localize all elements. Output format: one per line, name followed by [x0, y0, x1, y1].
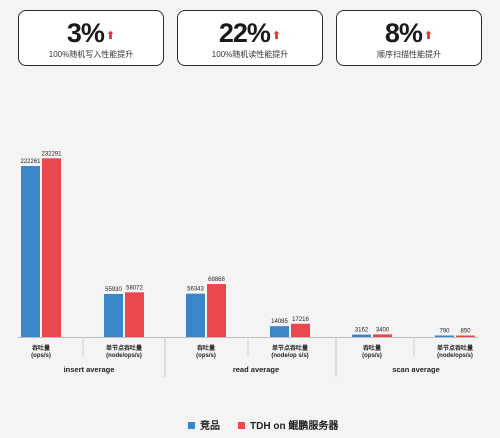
category-label-unit: (ops/s) [196, 353, 216, 359]
bar-competitor [270, 326, 289, 337]
bar-competitor [435, 335, 454, 337]
data-label: 3162 [355, 328, 369, 334]
bar-competitor [21, 166, 40, 337]
bar-competitor [104, 293, 123, 337]
group-label: scan average [392, 365, 440, 374]
data-label: 68868 [208, 277, 225, 283]
category-label: 单节点吞吐量 [272, 344, 308, 352]
data-label: 58072 [126, 285, 143, 291]
category-label-unit: (ops/s) [362, 353, 382, 359]
group-label: insert average [64, 365, 115, 374]
category-label: 单节点吞吐量 [437, 344, 473, 352]
bar-tdh [42, 158, 61, 337]
data-label: 850 [460, 329, 471, 335]
bar-tdh [207, 284, 226, 337]
data-label: 14085 [271, 319, 288, 325]
category-label: 吞吐量 [363, 344, 381, 352]
bar-tdh [456, 335, 475, 337]
data-label: 3400 [376, 327, 390, 333]
group-label: read average [233, 365, 279, 374]
stat-label: 100%随机写入性能提升 [48, 50, 134, 59]
category-label-unit: (ops/s) [31, 353, 51, 359]
legend-swatch [188, 422, 195, 429]
legend-swatch [238, 422, 245, 429]
bar-tdh [125, 292, 144, 337]
arrow-up-icon: ⬆ [271, 30, 282, 42]
data-label: 55930 [105, 287, 122, 293]
stat-label: 顺序扫描性能提升 [377, 50, 441, 59]
stat-value: 22% ⬆ [218, 18, 282, 48]
arrow-up-icon: ⬆ [105, 30, 116, 42]
data-label: 56343 [187, 287, 204, 293]
bar-competitor [352, 334, 371, 337]
category-label: 单节点吞吐量 [106, 344, 142, 352]
data-label: 17216 [292, 317, 309, 323]
category-label: 吞吐量 [32, 344, 50, 352]
data-label: 222261 [20, 159, 41, 165]
data-label: 790 [439, 329, 450, 335]
legend-item-competitor: 竞品 [188, 417, 220, 432]
stat-value: 8% ⬆ [384, 18, 434, 48]
category-label: 吞吐量 [197, 344, 215, 352]
legend-item-tdh: TDH on 鲲鹏服务器 [238, 417, 338, 432]
bar-tdh [373, 334, 392, 337]
category-label-unit: (node/ops/s) [437, 353, 473, 359]
bar-competitor [186, 293, 205, 337]
category-label-unit: (node/ops/s) [106, 353, 142, 359]
bar-tdh [291, 323, 310, 337]
stat-card-scan: 8% ⬆ 顺序扫描性能提升 [336, 10, 482, 66]
data-label: 232291 [41, 151, 62, 157]
stat-value: 3% ⬆ [66, 18, 116, 48]
legend-label: 竞品 [200, 421, 220, 432]
legend-label: TDH on 鲲鹏服务器 [250, 421, 339, 432]
category-label-unit: (node/op s/s) [271, 353, 308, 359]
arrow-up-icon: ⬆ [423, 30, 434, 42]
stat-card-read: 22% ⬆ 100%随机读性能提升 [177, 10, 323, 66]
stat-label: 100%随机读性能提升 [211, 50, 289, 59]
stat-card-insert: 3% ⬆ 100%随机写入性能提升 [18, 10, 164, 66]
